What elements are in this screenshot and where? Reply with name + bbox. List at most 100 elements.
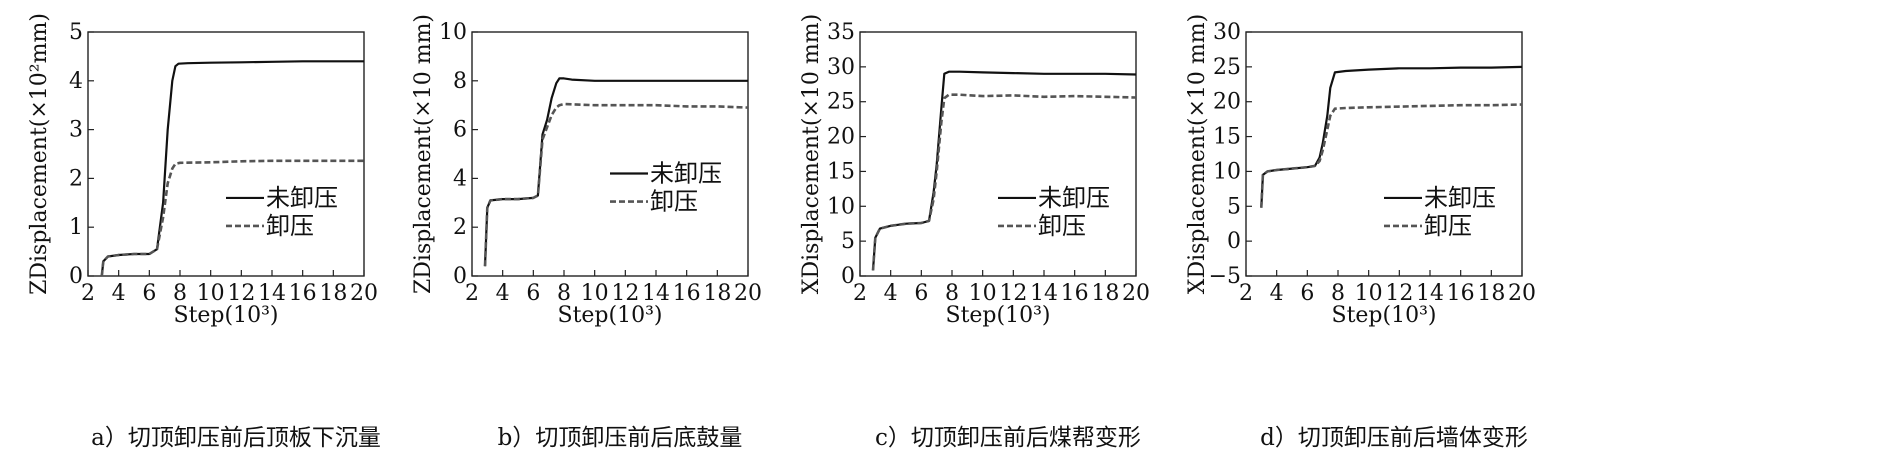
x-tick-label: 8 [557,281,571,306]
y-axis-title: XDisplacement(×10 mm) [799,14,824,294]
x-tick-label: 20 [1508,281,1536,306]
y-tick-label: 0 [1227,229,1241,254]
plot-frame [87,31,365,277]
x-tick-label: 12 [999,281,1027,306]
x-tick-label: 12 [1385,281,1413,306]
legend-label: 卸压 [1038,212,1086,240]
y-tick-label: 6 [453,118,467,143]
x-tick-label: 4 [496,281,510,306]
x-axis-title: Step(10³) [946,303,1051,328]
x-tick-label: 8 [173,281,187,306]
x-tick-label: 2 [81,281,95,306]
y-tick-label: 3 [69,118,83,143]
chart-c-plot: 2 4 6 8 10 12 14 16 18 2005101520253035Step(10³)X… [799,14,1150,328]
caption-a: a）切顶卸压前后顶板下沉量 [91,425,381,451]
y-tick-label: 30 [1213,20,1241,45]
x-tick-label: 10 [197,281,225,306]
x-tick-label: 6 [526,281,540,306]
x-tick-label: 12 [227,281,255,306]
x-tick-label: 16 [673,281,701,306]
y-tick-label: 0 [453,264,467,289]
plot-frame [859,31,1137,277]
x-tick-label: 20 [350,281,378,306]
series-relieved-line [483,102,749,267]
y-tick-label: 10 [439,20,467,45]
legend-label: 卸压 [1424,212,1472,240]
chart-panel-d: 2 4 6 8 10 12 14 16 18 20 −5 0 5 10 15 20 25 30 Step(10³) X… [1158,0,1630,473]
legend-label: 卸压 [266,212,314,240]
legend-label: 未卸压 [1038,184,1110,212]
x-tick-label: 18 [319,281,347,306]
y-axis-title: ZDisplacement(×10 mm) [411,14,436,294]
y-tick-label: 5 [841,229,855,254]
y-tick-label: 25 [1213,55,1241,80]
x-tick-label: 20 [734,281,762,306]
legend-label: 未卸压 [266,184,338,212]
chart-b-plot: 2 4 6 8 10 12 14 16 18 200246810Step(10³)ZDisplac… [411,14,762,328]
y-tick-label: 0 [841,264,855,289]
legend-label: 未卸压 [1424,184,1496,212]
series-relieved-line [1260,103,1523,208]
y-tick-label: 20 [827,125,855,150]
x-tick-label: 16 [1447,281,1475,306]
y-axis-title: ZDisplacement(×10²mm) [27,13,52,295]
x-axis-title: Step(10³) [1332,303,1437,328]
series-relieved-line [100,159,364,277]
x-tick-label: 6 [142,281,156,306]
series-unrelieved-line [871,70,1137,271]
x-tick-label: 18 [1477,281,1505,306]
y-tick-label: −5 [1209,264,1241,289]
x-tick-label: 18 [1091,281,1119,306]
x-tick-label: 8 [1331,281,1345,306]
x-tick-label: 14 [642,281,670,306]
x-tick-label: 2 [1239,281,1253,306]
chart-panel-c: 2 4 6 8 10 12 14 16 18 20 0 5 10 15 20 25 30 35 Step(10³) X… [772,0,1244,473]
y-tick-label: 20 [1213,90,1241,115]
x-tick-label: 4 [1270,281,1284,306]
x-axis-title: Step(10³) [174,303,279,328]
caption-d: d）切顶卸压前后墙体变形 [1260,425,1528,451]
chart-panel-b: 2 4 6 8 10 12 14 16 18 20 0 2 4 6 8 10 Step(10³) ZDisplac… [384,0,856,473]
series-unrelieved-line [100,60,364,277]
x-tick-label: 18 [703,281,731,306]
y-tick-label: 15 [827,159,855,184]
chart-panel-a: 2 4 6 8 10 12 14 16 18 20 0 1 2 3 4 5 Step(10³) ZDisplace… [0,0,472,473]
caption-c: c）切顶卸压前后煤帮变形 [875,425,1141,451]
x-tick-label: 10 [581,281,609,306]
x-tick-label: 10 [1355,281,1383,306]
x-tick-label: 6 [1300,281,1314,306]
y-tick-label: 30 [827,55,855,80]
x-tick-label: 16 [1061,281,1089,306]
x-tick-label: 14 [258,281,286,306]
y-tick-label: 5 [1227,194,1241,219]
y-tick-label: 1 [69,215,83,240]
x-tick-label: 16 [289,281,317,306]
y-tick-label: 25 [827,90,855,115]
x-tick-label: 2 [853,281,867,306]
x-tick-label: 4 [112,281,126,306]
x-tick-label: 6 [914,281,928,306]
series-relieved-line [871,93,1137,271]
x-tick-label: 4 [884,281,898,306]
y-axis-title: XDisplacement(×10 mm) [1185,14,1210,294]
plot-frame [1245,31,1523,277]
y-tick-label: 8 [453,69,467,94]
x-tick-label: 14 [1030,281,1058,306]
y-tick-label: 10 [1213,159,1241,184]
y-tick-label: 35 [827,20,855,45]
caption-b: b）切顶卸压前后底鼓量 [497,425,743,451]
x-tick-label: 20 [1122,281,1150,306]
y-tick-label: 15 [1213,125,1241,150]
x-tick-label: 14 [1416,281,1444,306]
y-tick-label: 5 [69,20,83,45]
y-tick-label: 2 [69,166,83,191]
legend-label: 未卸压 [650,160,722,188]
chart-d-plot: 2 4 6 8 10 12 14 16 18 20−5051015202530Step(10³)X… [1185,14,1536,328]
x-tick-label: 10 [969,281,997,306]
x-tick-label: 2 [465,281,479,306]
y-tick-label: 4 [453,166,467,191]
x-tick-label: 8 [945,281,959,306]
y-tick-label: 2 [453,215,467,240]
y-tick-label: 0 [69,264,83,289]
